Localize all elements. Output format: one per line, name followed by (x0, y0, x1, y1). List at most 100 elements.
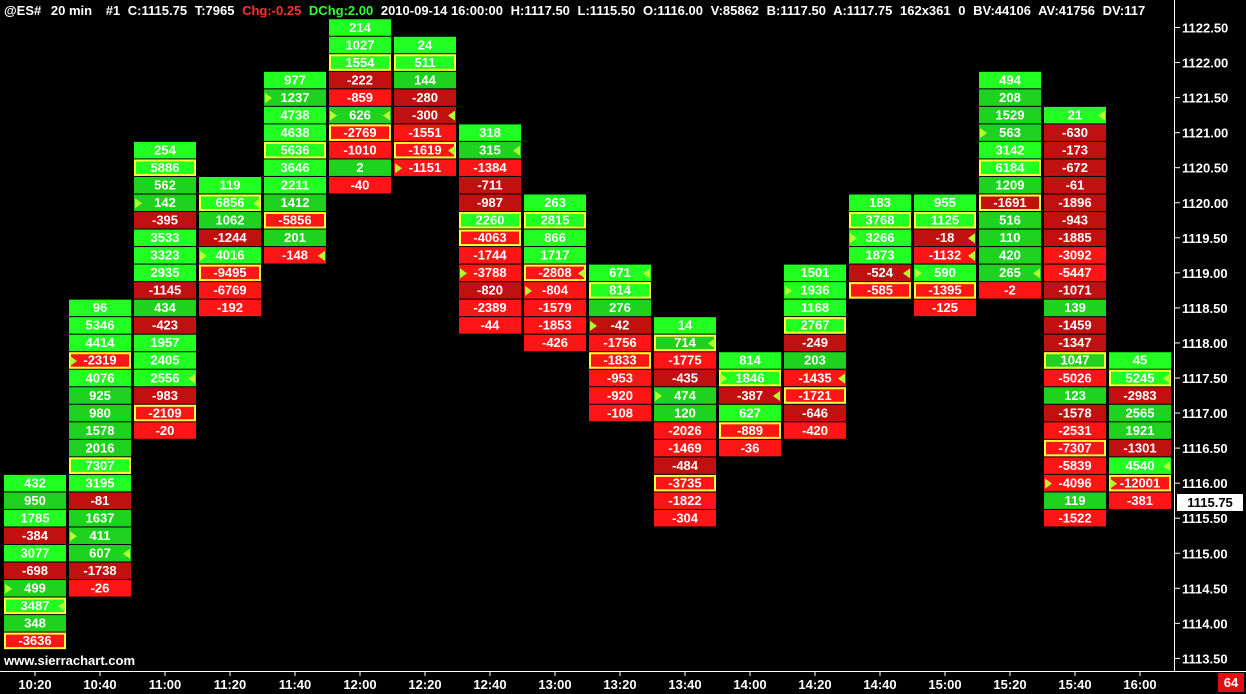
bar-column: 263 2815 866 1717 -2808 -804 -1579 -1853 -426 (524, 194, 586, 352)
delta-cell (589, 369, 651, 387)
delta-cell (134, 247, 196, 264)
delta-cell (979, 176, 1041, 194)
imbalance-triangle-icon (253, 198, 260, 209)
delta-cell (979, 194, 1041, 211)
delta-value-label: 120 (674, 405, 696, 420)
imbalance-triangle-icon (330, 110, 337, 121)
y-tick-label: 1118.00 (1182, 336, 1228, 351)
delta-value-label: -524 (867, 265, 894, 280)
delta-value-label: 420 (999, 248, 1021, 263)
x-tick-label: 12:20 (408, 677, 441, 692)
bar-column: 14 714 -1775 -435 474 120 -2026 -1469 -484 -3735 -… (654, 317, 716, 527)
delta-value-label: 950 (24, 493, 46, 508)
imbalance-triangle-icon (655, 391, 662, 402)
delta-value-label: -1578 (1058, 405, 1091, 420)
delta-value-label: -1459 (1058, 318, 1091, 333)
imbalance-triangle-icon (980, 128, 987, 139)
delta-cell (459, 247, 521, 264)
delta-value-label: 1209 (996, 177, 1025, 192)
y-tick-label: 1121.00 (1182, 126, 1228, 141)
delta-value-label: -304 (672, 510, 699, 525)
imbalance-triangle-icon (460, 268, 467, 279)
delta-value-label: -1244 (213, 230, 247, 245)
delta-cell (654, 369, 716, 387)
imbalance-triangle-icon (123, 548, 130, 559)
delta-value-label: -889 (737, 423, 763, 438)
delta-value-label: -698 (22, 563, 48, 578)
delta-cell (199, 247, 261, 264)
delta-cell (589, 404, 651, 422)
delta-value-label: 3077 (21, 546, 50, 561)
delta-cell (589, 387, 651, 404)
delta-cell (134, 264, 196, 282)
max-volume-highlight (654, 474, 716, 492)
imbalance-triangle-icon (318, 250, 325, 261)
delta-cell (654, 492, 716, 509)
delta-value-label: 6856 (216, 195, 245, 210)
delta-cell (199, 282, 261, 299)
delta-cell (589, 264, 651, 282)
delta-cell (134, 229, 196, 247)
delta-cell (719, 439, 781, 457)
delta-value-label: 348 (24, 616, 46, 631)
delta-value-label: 432 (24, 475, 46, 490)
delta-cell (524, 334, 586, 352)
delta-cell (134, 352, 196, 369)
y-tick-label: 1116.00 (1182, 476, 1228, 491)
delta-cell (1044, 422, 1106, 439)
delta-value-label: 1846 (736, 370, 765, 385)
delta-value-label: -804 (542, 283, 569, 298)
delta-cell (914, 247, 976, 264)
delta-value-label: -1833 (603, 353, 636, 368)
watermark: www.sierrachart.com (3, 653, 135, 668)
delta-cell (69, 527, 131, 544)
delta-value-label: -585 (867, 283, 893, 298)
delta-value-label: 1501 (801, 265, 830, 280)
max-volume-highlight (914, 212, 976, 229)
delta-value-label: 1578 (86, 423, 115, 438)
delta-value-label: 2565 (1126, 405, 1155, 420)
delta-value-label: -2983 (1123, 388, 1156, 403)
max-volume-highlight (784, 317, 846, 334)
delta-value-label: -711 (477, 177, 502, 192)
max-volume-highlight (329, 124, 391, 141)
delta-cell (1044, 264, 1106, 282)
bar-column: 21 -630 -173 -672 -61 -1896 -943 -1885 -3092 -544… (1044, 106, 1106, 527)
delta-value-label: 2016 (86, 440, 115, 455)
delta-cell (329, 54, 391, 71)
imbalance-triangle-icon (513, 145, 520, 156)
delta-value-label: 2405 (151, 353, 180, 368)
delta-value-label: 5346 (86, 318, 115, 333)
delta-value-label: 627 (739, 405, 761, 420)
delta-cell (69, 352, 131, 369)
delta-cell (1044, 457, 1106, 474)
delta-value-label: 5886 (151, 160, 180, 175)
delta-cell (719, 422, 781, 439)
delta-cell (784, 387, 846, 404)
delta-value-label: -2769 (343, 125, 376, 140)
delta-value-label: 2211 (281, 177, 309, 192)
delta-cell (459, 176, 521, 194)
delta-cell (784, 369, 846, 387)
x-tick-label: 13:40 (668, 677, 701, 692)
delta-value-label: 411 (90, 528, 111, 543)
delta-cell (69, 334, 131, 352)
delta-value-label: -4063 (473, 230, 506, 245)
delta-value-label: 5636 (281, 142, 310, 157)
delta-cell (264, 89, 326, 106)
imbalance-triangle-icon (578, 268, 585, 279)
delta-value-label: -1691 (993, 195, 1026, 210)
delta-cell (459, 212, 521, 229)
delta-cell (459, 282, 521, 299)
y-tick-label: 1120.00 (1182, 196, 1228, 211)
imbalance-triangle-icon (773, 391, 780, 402)
delta-value-label: -1522 (1058, 510, 1091, 525)
imbalance-triangle-icon (785, 285, 792, 296)
delta-value-label: 265 (999, 265, 1021, 280)
delta-cell (1109, 352, 1171, 369)
max-volume-highlight (134, 159, 196, 176)
delta-value-label: 563 (999, 125, 1021, 140)
x-tick-label: 13:00 (538, 677, 571, 692)
imbalance-triangle-icon (70, 531, 77, 542)
delta-cell (394, 124, 456, 141)
